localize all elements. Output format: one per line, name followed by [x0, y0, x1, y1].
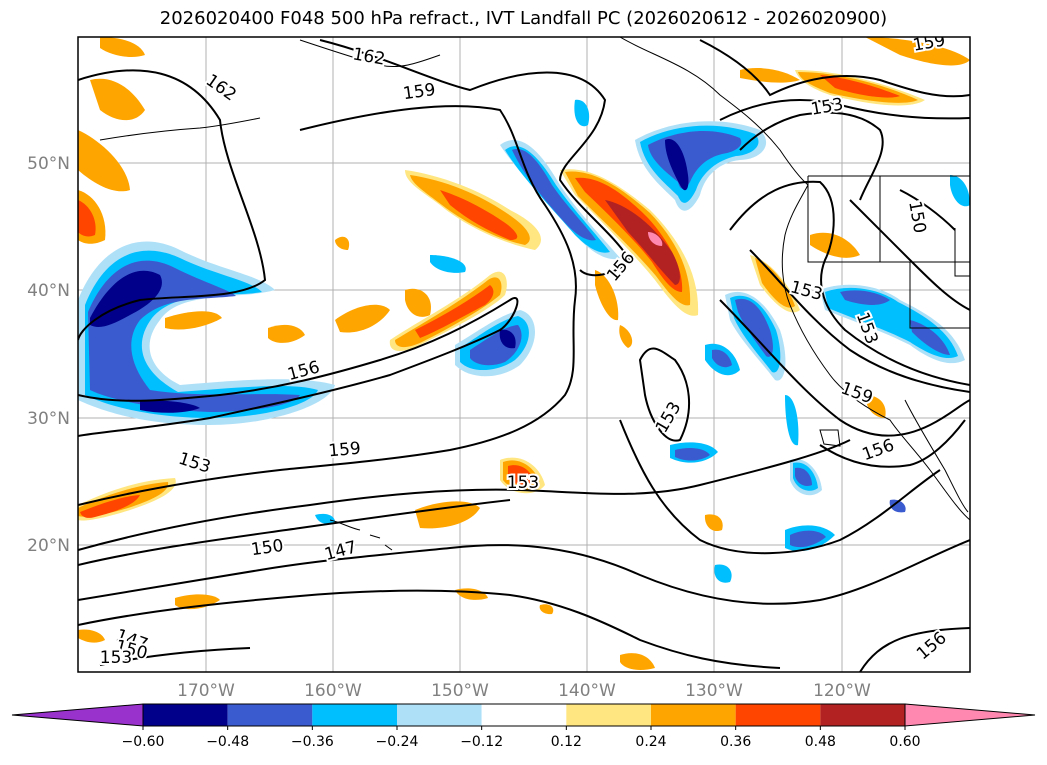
lat-label: 50°N	[27, 154, 70, 174]
lon-label: 160°W	[304, 681, 362, 701]
contour-label-halo: 150	[250, 536, 285, 560]
colorbar-tick-label: −0.36	[291, 734, 334, 750]
contour-label: 162	[202, 70, 240, 105]
contour-label: 147	[322, 537, 359, 565]
colorbar-tick-label: 0.60	[889, 734, 920, 750]
lon-label: 130°W	[685, 681, 743, 701]
contour-label: 159	[328, 439, 362, 462]
colorbar-swatch	[312, 704, 397, 726]
colorbar-tick-label: −0.48	[206, 734, 249, 750]
lat-label: 40°N	[27, 281, 70, 301]
colorbar-tick-label: −0.60	[122, 734, 165, 750]
colorbar-swatch	[735, 704, 821, 726]
colorbar-tick-label: 0.12	[551, 734, 582, 750]
contour-label: 153	[100, 648, 132, 668]
contour-label: 162	[351, 44, 386, 69]
colorbar-swatch	[481, 704, 567, 726]
lat-label: 30°N	[27, 409, 70, 429]
contour-label: 150	[904, 199, 929, 234]
colorbar-swatch	[820, 704, 905, 726]
colorbar-tick-label: 0.24	[635, 734, 666, 750]
contour-label: 156	[285, 357, 322, 385]
contour-label-halo: 159	[328, 439, 362, 462]
lon-label: 120°W	[813, 681, 871, 701]
contour-label: 153	[809, 94, 844, 119]
map-title: 2026020400 F048 500 hPa refract., IVT La…	[159, 8, 888, 29]
map-frame	[77, 36, 971, 673]
contour-label: 153	[507, 473, 539, 493]
lon-label: 140°W	[558, 681, 616, 701]
colorbar-swatch	[566, 704, 651, 726]
colorbar-swatch	[397, 704, 482, 726]
colorbar-tick-label: 0.48	[805, 734, 836, 750]
colorbar: −0.60 −0.48 −0.36 −0.24 −0.12 0.12 0.24 0.36 0.4…	[11, 703, 1036, 750]
latitude-labels: 50°N 40°N 30°N 20°N	[27, 154, 70, 556]
colorbar-extend-high	[904, 703, 1036, 727]
contour-label: 159	[911, 30, 946, 55]
contour-label: 150	[250, 536, 285, 560]
colorbar-tick-label: −0.12	[460, 734, 503, 750]
contour-label: 159	[402, 80, 437, 104]
contour-label-halo: 153	[507, 473, 539, 493]
colorbar-swatch	[227, 704, 313, 726]
ivt-shading	[78, 37, 970, 670]
colorbar-swatch	[651, 704, 736, 726]
colorbar-frame	[142, 703, 906, 727]
contour-label: 159	[838, 378, 875, 408]
lon-label: 150°W	[431, 681, 489, 701]
coastlines	[99, 37, 970, 551]
longitude-labels: 170°W 160°W 150°W 140°W 130°W 120°W	[177, 681, 871, 701]
colorbar-swatch	[143, 704, 228, 726]
contour-label-halo: 153	[100, 648, 132, 668]
geopotential-contours	[78, 39, 970, 672]
contour-label: 153	[176, 449, 213, 478]
lon-label: 170°W	[177, 681, 235, 701]
colorbar-tick-label: 0.36	[720, 734, 751, 750]
colorbar-extend-low	[11, 703, 144, 727]
lat-label: 20°N	[27, 536, 70, 556]
map-area: 1621621621621591591591591531531501501561…	[78, 30, 970, 672]
contour-label: 156	[860, 435, 897, 465]
colorbar-tick-label: −0.24	[376, 734, 419, 750]
